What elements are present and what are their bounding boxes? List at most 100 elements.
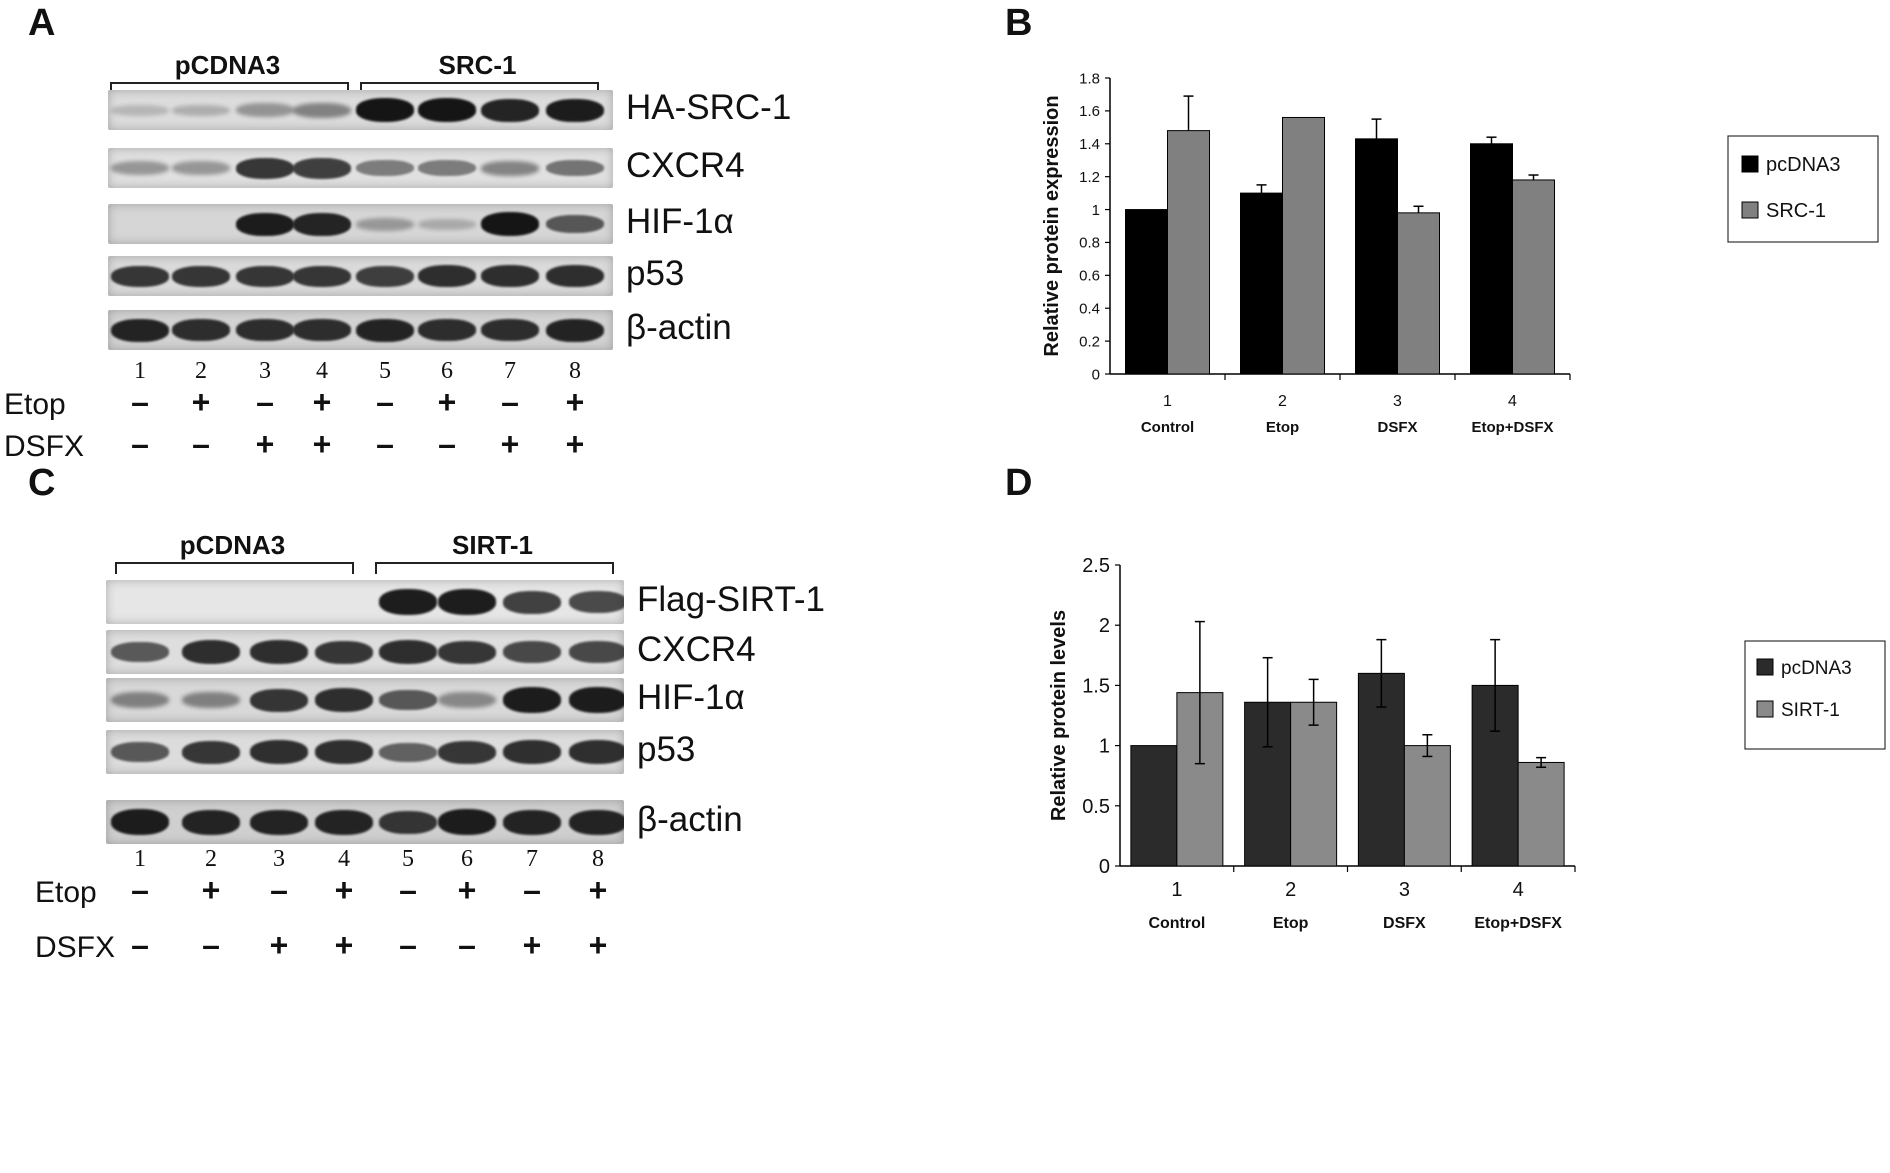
etop-sign: –: [523, 872, 541, 908]
group-bracket: [375, 562, 614, 574]
blot-band: [569, 641, 624, 663]
y-tick-label: 1: [1092, 202, 1100, 219]
lane-number: 6: [441, 358, 453, 384]
blot-band: [182, 809, 240, 835]
lane-number: 1: [134, 358, 146, 384]
blot-band: [293, 319, 351, 341]
bar: [1397, 212, 1440, 375]
blot-strip: [106, 678, 624, 722]
protein-label: CXCR4: [637, 630, 756, 669]
x-tick-sublabel: Control: [1148, 915, 1205, 932]
blot-band: [356, 265, 414, 287]
dsfx-label: DSFX: [4, 430, 85, 463]
blot-band: [236, 319, 294, 341]
y-tick-label: 0.5: [1082, 796, 1110, 818]
y-tick-label: 0: [1099, 856, 1110, 878]
lane-number: 4: [316, 358, 328, 384]
x-tick-label: 1: [1171, 879, 1182, 901]
blot-band: [379, 640, 437, 664]
group-label: SIRT-1: [452, 530, 533, 560]
x-tick-label: 3: [1393, 393, 1402, 410]
blot-band: [315, 809, 373, 835]
legend-label: pcDNA3: [1781, 658, 1852, 679]
blot-band: [503, 809, 561, 835]
bar: [1512, 179, 1555, 375]
x-tick-label: 4: [1508, 393, 1517, 410]
dsfx-sign: –: [399, 927, 417, 963]
x-tick-sublabel: Etop+DSFX: [1474, 915, 1562, 932]
y-tick-label: 0.6: [1079, 268, 1100, 285]
blot-band: [481, 265, 539, 287]
blot-band: [315, 688, 373, 712]
bar: [1282, 116, 1325, 375]
y-tick-label: 1.2: [1079, 169, 1100, 186]
blot-band: [569, 687, 624, 713]
blot-band: [182, 740, 240, 764]
legend-label: SRC-1: [1766, 200, 1826, 222]
x-tick-sublabel: DSFX: [1377, 419, 1417, 436]
blot-band: [481, 98, 539, 122]
y-tick-label: 0.2: [1079, 333, 1100, 350]
dsfx-sign: –: [438, 426, 456, 462]
blot-strip: [106, 730, 624, 774]
blot-band: [111, 742, 169, 762]
bar: [1290, 701, 1338, 867]
blot-band: [379, 810, 437, 834]
y-tick-label: 0.8: [1079, 235, 1100, 252]
blot-band: [236, 265, 294, 287]
dsfx-sign: –: [202, 927, 220, 963]
blot-band: [293, 265, 351, 287]
blot-strip: [108, 90, 613, 130]
blot-strip: [108, 148, 613, 188]
protein-label: HIF-1α: [626, 202, 734, 241]
dsfx-sign: –: [131, 426, 149, 462]
legend-swatch: [1756, 700, 1774, 718]
etop-sign: +: [312, 384, 332, 420]
blot-band: [356, 98, 414, 122]
blot-band: [418, 218, 476, 230]
y-tick-label: 1: [1099, 736, 1110, 758]
dsfx-sign: –: [376, 426, 394, 462]
dsfx-sign: +: [312, 426, 332, 462]
blot-band: [481, 212, 539, 236]
blot-band: [356, 318, 414, 342]
blot-strip: [108, 204, 613, 244]
etop-sign: +: [191, 384, 211, 420]
y-tick-label: 1.8: [1079, 70, 1100, 87]
bar: [1167, 130, 1210, 375]
lane-number: 5: [402, 846, 414, 872]
dsfx-sign: –: [458, 927, 476, 963]
y-tick-label: 1.4: [1079, 136, 1100, 153]
blot-band: [438, 640, 496, 664]
blot-band: [481, 160, 539, 176]
blot-band: [236, 157, 294, 179]
lane-number: 3: [273, 846, 285, 872]
group-label: SRC-1: [438, 50, 517, 80]
blot-band: [111, 642, 169, 662]
lane-number: 7: [526, 846, 538, 872]
bar: [1470, 143, 1513, 375]
blot-band: [250, 740, 308, 764]
blot-band: [438, 740, 496, 764]
panel-letter-d: D: [1005, 462, 1033, 504]
x-tick-label: 4: [1513, 879, 1524, 901]
legend-label: SIRT-1: [1781, 700, 1840, 721]
protein-label: CXCR4: [626, 146, 745, 185]
blot-band: [111, 161, 169, 175]
lane-number: 7: [504, 358, 516, 384]
blot-band: [111, 809, 169, 835]
y-tick-label: 2: [1099, 615, 1110, 637]
blot-band: [172, 104, 230, 116]
etop-label: Etop: [35, 876, 97, 909]
x-tick-label: 2: [1278, 393, 1287, 410]
blot-band: [111, 318, 169, 342]
dsfx-sign: –: [131, 927, 149, 963]
group-bracket: [360, 82, 599, 94]
etop-sign: –: [131, 872, 149, 908]
etop-sign: +: [334, 872, 354, 908]
dsfx-label: DSFX: [35, 931, 116, 964]
blot-band: [546, 318, 604, 342]
blot-band: [293, 157, 351, 179]
blot-band: [418, 160, 476, 176]
x-tick-sublabel: Etop: [1266, 419, 1299, 436]
